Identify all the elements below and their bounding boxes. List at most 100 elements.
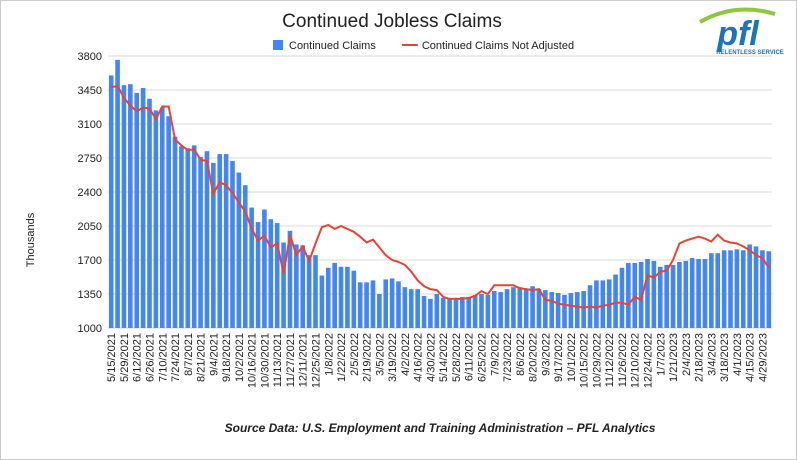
chart-title: Continued Jobless Claims (282, 11, 502, 32)
bar (619, 267, 625, 328)
bar (345, 266, 350, 328)
bar (440, 297, 446, 328)
x-tick-label: 12/24/2022 (643, 333, 655, 388)
x-tick-label: 6/25/2022 (477, 333, 489, 382)
x-tick-label: 2/19/2022 (362, 333, 374, 382)
bar (479, 294, 484, 328)
bar (696, 259, 701, 328)
bar (594, 280, 599, 328)
x-tick-label: 5/29/2021 (119, 333, 131, 382)
bar (274, 223, 280, 328)
bar (600, 280, 606, 328)
bar (472, 294, 478, 328)
bar (721, 250, 727, 328)
bar (753, 246, 759, 328)
bar (325, 267, 331, 328)
bar (447, 298, 452, 328)
x-tick-label: 10/29/2022 (591, 333, 603, 388)
bar (466, 296, 472, 328)
x-tick-label: 8/20/2022 (528, 333, 540, 382)
bar (734, 249, 740, 328)
bar (740, 250, 746, 328)
bar (760, 250, 765, 328)
x-tick-label: 1/22/2022 (336, 333, 348, 382)
x-tick-label: 12/11/2021 (298, 333, 310, 387)
x-tick-label: 8/7/2021 (183, 333, 195, 376)
bar (523, 289, 529, 328)
bar (262, 209, 267, 328)
x-tick-label: 3/5/2022 (374, 333, 386, 376)
logo-text: pfl (716, 15, 760, 53)
y-tick-label: 2050 (78, 221, 102, 233)
bar (211, 162, 216, 328)
bar (115, 59, 120, 329)
x-tick-label: 10/30/2021 (259, 333, 271, 388)
x-tick-label: 7/10/2021 (157, 333, 169, 382)
x-tick-label: 12/10/2022 (630, 333, 642, 388)
bar (677, 261, 682, 328)
bar (166, 116, 171, 328)
bar (485, 294, 491, 328)
bar (453, 297, 459, 328)
y-tick-label: 1000 (78, 323, 102, 335)
y-tick-label: 1350 (78, 289, 102, 301)
x-tick-label: 7/9/2022 (489, 333, 501, 376)
bar (383, 279, 389, 328)
legend-label: Continued Claims (289, 40, 376, 52)
x-tick-label: 11/12/2022 (604, 333, 616, 387)
bar (377, 294, 382, 328)
bar (715, 253, 721, 328)
bar (702, 259, 708, 328)
bar (108, 75, 114, 328)
x-tick-label: 2/5/2022 (349, 333, 361, 376)
y-tick-label: 2400 (78, 187, 102, 199)
y-axis-label: Thousands (25, 212, 37, 267)
x-tick-label: 10/16/2021 (247, 333, 259, 388)
x-tick-label: 10/1/2022 (566, 333, 578, 382)
x-tick-label: 5/15/2021 (106, 333, 118, 382)
x-tick-label: 10/15/2022 (579, 333, 591, 388)
bar (147, 98, 152, 328)
bar (128, 84, 133, 329)
logo-swoosh (699, 7, 776, 24)
bar (140, 88, 146, 328)
bar (287, 230, 293, 328)
bar (645, 259, 650, 328)
bar (747, 244, 752, 328)
bar (568, 293, 574, 328)
bar (549, 292, 555, 328)
bar (651, 260, 657, 328)
legend-swatch (273, 40, 283, 50)
legend-label: Continued Claims Not Adjusted (422, 40, 574, 52)
x-tick-label: 4/15/2023 (745, 333, 757, 382)
bar (421, 295, 427, 328)
x-tick-label: 9/18/2021 (221, 333, 233, 382)
bar (632, 262, 638, 328)
x-tick-label: 9/17/2022 (553, 333, 565, 382)
bar (351, 270, 357, 328)
x-tick-label: 11/27/2021 (285, 333, 297, 387)
bar (313, 255, 318, 328)
logo: pfl RELENTLESS SERVICE (699, 7, 784, 56)
bar (185, 148, 191, 328)
bar (638, 261, 644, 328)
bar (626, 262, 631, 328)
bar (396, 281, 401, 328)
x-tick-label: 9/3/2022 (540, 333, 552, 376)
x-tick-label: 9/4/2021 (208, 333, 220, 376)
x-tick-label: 11/13/2021 (272, 333, 284, 387)
bar (543, 290, 548, 328)
bar (766, 251, 772, 328)
x-tick-label: 5/14/2022 (438, 333, 450, 382)
bar (657, 266, 663, 328)
x-tick-label: 11/26/2022 (617, 333, 629, 387)
bar (159, 107, 165, 328)
bar (530, 286, 535, 328)
bar (230, 160, 235, 328)
bar (581, 291, 586, 328)
bar (249, 207, 254, 328)
bar (511, 287, 516, 328)
y-tick-label: 3450 (78, 85, 102, 97)
x-tick-label: 1/8/2022 (323, 333, 335, 376)
bar (294, 244, 299, 328)
